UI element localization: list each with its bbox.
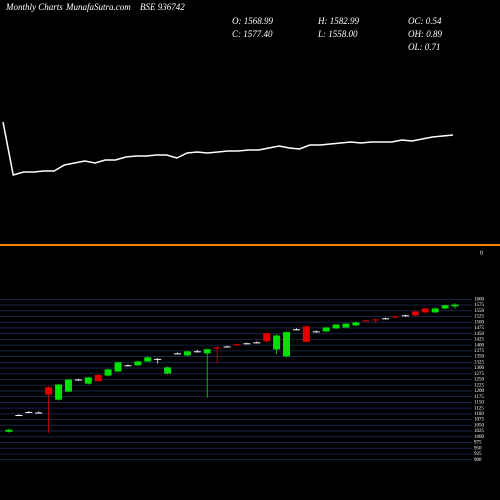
candle-body bbox=[193, 351, 201, 353]
symbol: BSE 936742 bbox=[140, 2, 185, 12]
candle-body bbox=[25, 412, 33, 414]
candle-body bbox=[431, 308, 439, 313]
candle-body bbox=[273, 335, 281, 350]
candle-body bbox=[173, 353, 181, 355]
candle-body bbox=[154, 358, 162, 360]
y-tick-label: 1425 bbox=[474, 338, 485, 343]
candle-body bbox=[124, 365, 132, 367]
candle-body bbox=[64, 379, 72, 392]
candle-body bbox=[362, 320, 370, 322]
stat: OH: 0.89 bbox=[408, 29, 442, 39]
y-tick-label: 1075 bbox=[474, 418, 485, 423]
candle-body bbox=[134, 361, 142, 366]
candle-body bbox=[104, 369, 112, 376]
y-tick-label: 1100 bbox=[474, 412, 484, 417]
y-tick-label: 1025 bbox=[474, 429, 485, 434]
candle-body bbox=[401, 315, 409, 317]
candle-body bbox=[5, 429, 13, 432]
stat: OL: 0.71 bbox=[408, 42, 441, 52]
candle-body bbox=[94, 374, 102, 382]
chart-label: Monthly Charts bbox=[5, 2, 63, 12]
y-tick-label: 1325 bbox=[474, 360, 485, 365]
candle-body bbox=[292, 329, 300, 331]
y-tick-label: 1225 bbox=[474, 383, 485, 388]
candle-body bbox=[382, 318, 390, 320]
y-tick-label: 1150 bbox=[474, 401, 484, 406]
candle-body bbox=[372, 319, 380, 321]
candle-body bbox=[164, 367, 172, 374]
y-tick-label: 950 bbox=[474, 446, 482, 451]
candle-body bbox=[421, 308, 429, 313]
candle-body bbox=[352, 322, 360, 326]
indicator-line bbox=[2, 121, 454, 176]
candle-body bbox=[223, 346, 231, 348]
y-tick-label: 1600 bbox=[474, 297, 485, 302]
y-tick-label: 1400 bbox=[474, 343, 485, 348]
candle-body bbox=[342, 323, 350, 328]
candle-body bbox=[74, 379, 82, 381]
y-tick-label: 1550 bbox=[474, 309, 485, 314]
y-tick-label: 1375 bbox=[474, 349, 485, 354]
candle-body bbox=[203, 349, 211, 354]
candle-body bbox=[35, 412, 43, 414]
zero-label: 0 bbox=[480, 250, 483, 256]
y-tick-label: 1500 bbox=[474, 320, 485, 325]
candle-body bbox=[332, 324, 340, 329]
candle-body bbox=[233, 344, 241, 346]
candle-body bbox=[322, 327, 330, 332]
candle-body bbox=[55, 384, 63, 400]
candle-body bbox=[243, 343, 251, 345]
y-tick-label: 1175 bbox=[474, 395, 484, 400]
y-tick-label: 1350 bbox=[474, 355, 485, 360]
y-tick-label: 1575 bbox=[474, 303, 485, 308]
y-tick-label: 1475 bbox=[474, 326, 485, 331]
y-tick-label: 1125 bbox=[474, 406, 484, 411]
candle-body bbox=[45, 387, 53, 395]
candle-body bbox=[183, 351, 191, 356]
stat: H: 1582.99 bbox=[317, 16, 359, 26]
candle-body bbox=[312, 331, 320, 333]
y-tick-label: 1300 bbox=[474, 366, 485, 371]
candle-body bbox=[283, 332, 291, 357]
candle-body bbox=[114, 362, 122, 372]
y-tick-label: 925 bbox=[474, 452, 482, 457]
candle-body bbox=[302, 326, 310, 342]
stat: OC: 0.54 bbox=[408, 16, 442, 26]
y-tick-label: 1275 bbox=[474, 372, 485, 377]
stat: L: 1558.00 bbox=[317, 29, 358, 39]
y-tick-label: 1200 bbox=[474, 389, 485, 394]
y-tick-label: 1450 bbox=[474, 332, 485, 337]
y-tick-label: 1525 bbox=[474, 315, 485, 320]
candle-body bbox=[84, 377, 92, 384]
candle-body bbox=[451, 304, 459, 307]
y-tick-label: 1050 bbox=[474, 423, 485, 428]
y-tick-label: 975 bbox=[474, 441, 482, 446]
candle-body bbox=[263, 333, 271, 342]
candle-body bbox=[253, 342, 261, 344]
y-tick-label: 1000 bbox=[474, 435, 485, 440]
y-tick-label: 900 bbox=[474, 458, 482, 463]
candle-body bbox=[15, 415, 23, 417]
site-name: MunafaSutra.com bbox=[65, 2, 131, 12]
y-tick-label: 1250 bbox=[474, 378, 485, 383]
stat: O: 1568.99 bbox=[232, 16, 273, 26]
candle-body bbox=[441, 305, 449, 309]
candle-body bbox=[213, 347, 221, 349]
stat: C: 1577.40 bbox=[232, 29, 273, 39]
candle-body bbox=[144, 357, 152, 362]
candle-body bbox=[392, 316, 400, 318]
candle-body bbox=[411, 311, 419, 316]
